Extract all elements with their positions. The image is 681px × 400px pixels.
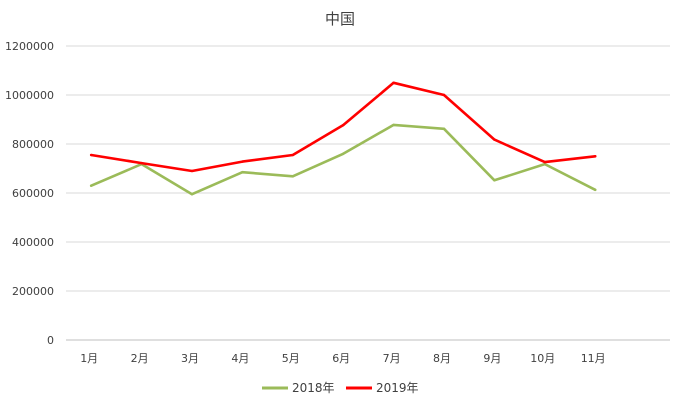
x-tick-label: 11月 <box>581 352 606 365</box>
data-point <box>90 153 93 157</box>
y-tick-label: 800000 <box>12 138 54 151</box>
x-tick-label: 1月 <box>80 352 98 365</box>
data-point <box>493 138 496 141</box>
data-point <box>241 170 244 174</box>
data-point <box>90 184 93 187</box>
x-tick-label: 6月 <box>332 352 350 365</box>
x-tick-label: 10月 <box>530 352 555 365</box>
data-point <box>190 193 194 196</box>
x-tick-label: 4月 <box>231 352 249 365</box>
data-point <box>342 152 345 155</box>
y-tick-label: 400000 <box>12 236 54 249</box>
x-tick-label: 5月 <box>282 352 300 365</box>
y-tick-label: 0 <box>47 334 54 347</box>
data-point <box>442 93 446 97</box>
data-point <box>291 175 294 178</box>
y-tick-label: 1200000 <box>5 40 54 53</box>
x-tick-label: 8月 <box>433 352 451 365</box>
y-tick-label: 600000 <box>12 187 54 200</box>
data-point <box>392 123 395 127</box>
y-axis-tick-labels: 0 200000 400000 600000 800000 1000000 1200000 <box>5 40 54 347</box>
data-point <box>543 162 546 166</box>
series-line-1 <box>89 81 597 173</box>
gridlines <box>66 45 670 341</box>
data-point <box>594 155 597 158</box>
y-tick-label: 1000000 <box>5 89 54 102</box>
x-tick-label: 7月 <box>383 352 401 365</box>
legend-label-2019: 2019年 <box>376 381 419 395</box>
chart-title: 中国 <box>325 10 355 28</box>
y-tick-label: 200000 <box>12 285 54 298</box>
x-tick-label: 3月 <box>181 352 199 365</box>
legend: 2018年 2019年 <box>262 381 419 395</box>
x-tick-label: 9月 <box>483 352 501 365</box>
data-point <box>140 161 143 165</box>
series-lines <box>89 81 597 196</box>
legend-label-2018: 2018年 <box>292 381 335 395</box>
data-point <box>342 123 345 127</box>
x-axis-tick-labels: 1月 2月 3月 4月 5月 6月 7月 8月 9月 10月 11月 <box>80 352 606 365</box>
data-point <box>241 160 244 163</box>
series-line-0 <box>89 123 597 196</box>
data-point <box>493 179 496 182</box>
data-point <box>543 160 546 164</box>
data-point <box>190 169 194 173</box>
data-point <box>392 81 395 84</box>
data-point <box>594 188 597 192</box>
data-point <box>442 127 446 131</box>
x-tick-label: 2月 <box>131 352 149 365</box>
data-point <box>291 153 294 157</box>
